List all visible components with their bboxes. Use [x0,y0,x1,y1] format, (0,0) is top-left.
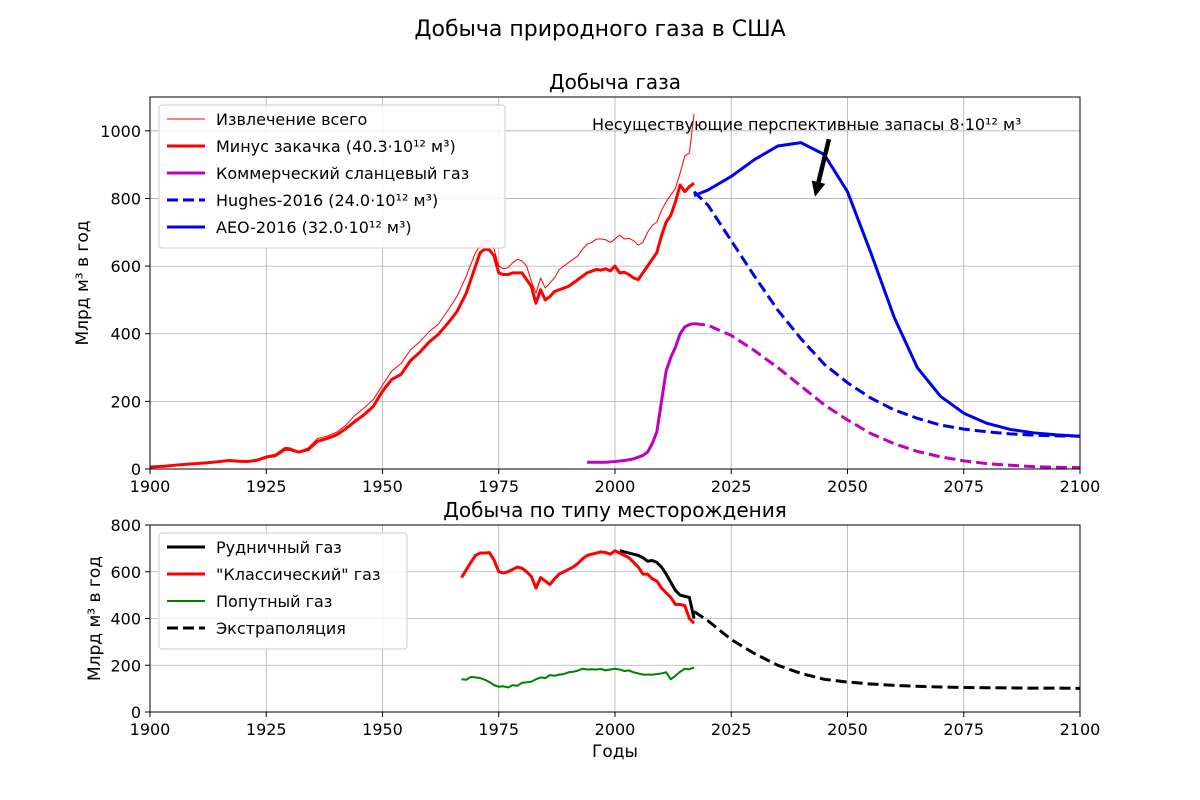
chart-1-ytick-label-1: 200 [110,656,141,675]
chart-0-xtick-label-2: 1950 [362,477,403,496]
chart-0-annotation-text: Несуществующие перспективные запасы 8·10… [592,115,1021,134]
chart-1-legend-label-3: Экстраполяция [216,619,346,638]
chart-0-legend-label-2: Коммерческий сланцевый газ [216,164,469,183]
chart-0-ytick-label-4: 800 [110,189,141,208]
chart-0-series-line-4 [693,141,1080,438]
chart-1-xtick-label-3: 1975 [478,720,519,739]
chart-0-ytick-label-2: 400 [110,325,141,344]
chart-0-legend-label-1: Минус закачка (40.3·10¹² м³) [216,137,456,156]
chart-1-xtick-label-4: 2000 [595,720,636,739]
chart-1-xtick-label-5: 2025 [711,720,752,739]
chart-1-series-line-3 [693,610,1080,690]
chart-0-xtick-label-6: 2050 [827,477,868,496]
chart-1-ytick-label-4: 800 [110,516,141,535]
chart-0-plot-area [150,113,1080,469]
chart-1-series-line-0 [619,549,696,619]
chart-1-xlabel: Годы [592,742,638,762]
chart-0-ytick-label-0: 0 [131,460,141,479]
chart-0-annotation-arrow-head [811,180,826,197]
chart-1-legend-box [158,532,408,650]
chart-0-legend-label-3: Hughes-2016 (24.0·10¹² м³) [216,191,438,210]
chart-1-plot-area [460,549,1080,690]
chart-1-xtick-label-6: 2050 [827,720,868,739]
chart-0-ylabel: Млрд м³ в год [73,220,93,345]
chart-1-title: Добыча по типу месторождения [443,498,786,522]
chart-0-ytick-label-1: 200 [110,392,141,411]
chart-0-xtick-label-4: 2000 [595,477,636,496]
chart-0-xtick-label-5: 2025 [711,477,752,496]
chart-0-xtick-label-1: 1925 [246,477,287,496]
chart-0-legend-box [158,104,506,249]
chart-1-legend: Рудничный газ "Классический" газ Попутный … [158,532,408,650]
chart-1-xtick-label-1: 1925 [246,720,287,739]
chart-1-ytick-label-2: 400 [110,610,141,629]
chart-1-legend-label-0: Рудничный газ [216,538,342,557]
chart-0-xtick-label-7: 2075 [943,477,984,496]
chart-0-xtick-label-3: 1975 [478,477,519,496]
chart-1-legend-label-1: "Классический" газ [216,565,380,584]
chart-1-xtick-label-0: 1900 [130,720,171,739]
chart-1-ytick-label-3: 600 [110,563,141,582]
chart-production: 1900 1925 1950 1975 2000 2025 2050 2075 2100 0 200… [73,70,1100,496]
chart-0-series-line-5 [693,322,1080,469]
chart-1-xtick-label-7: 2075 [943,720,984,739]
chart-0-xtick-label-0: 1900 [130,477,171,496]
chart-0-legend-label-0: Извлечение всего [216,110,367,129]
chart-0-xtick-label-8: 2100 [1060,477,1101,496]
chart-0-title: Добыча газа [549,70,681,94]
chart-1-legend-label-2: Попутный газ [216,592,332,611]
chart-0-legend-label-4: AEO-2016 (32.0·10¹² м³) [216,218,412,237]
chart-1-series-line-2 [461,666,695,689]
chart-0-annotation-arrow-shaft [816,138,832,183]
chart-0-ytick-label-5: 1000 [100,122,141,141]
chart-1-ylabel: Млрд м³ в год [85,556,105,681]
chart-0-series-line-3 [693,190,1080,438]
chart-1-xtick-label-8: 2100 [1060,720,1101,739]
chart-1-xtick-label-2: 1950 [362,720,403,739]
chart-by-field-type: 1900 1925 1950 1975 2000 2025 2050 2075 2100 0 200… [85,498,1100,762]
chart-0-series-line-1 [150,182,695,469]
chart-1-ytick-label-0: 0 [131,703,141,722]
chart-0-series-line-2 [587,322,695,464]
figure-title: Добыча природного газа в США [414,17,785,42]
chart-1-series-line-1 [460,549,696,625]
chart-0-legend: Извлечение всего Минус закачка (40.3·10¹²… [158,104,506,249]
chart-0-ytick-label-3: 600 [110,257,141,276]
